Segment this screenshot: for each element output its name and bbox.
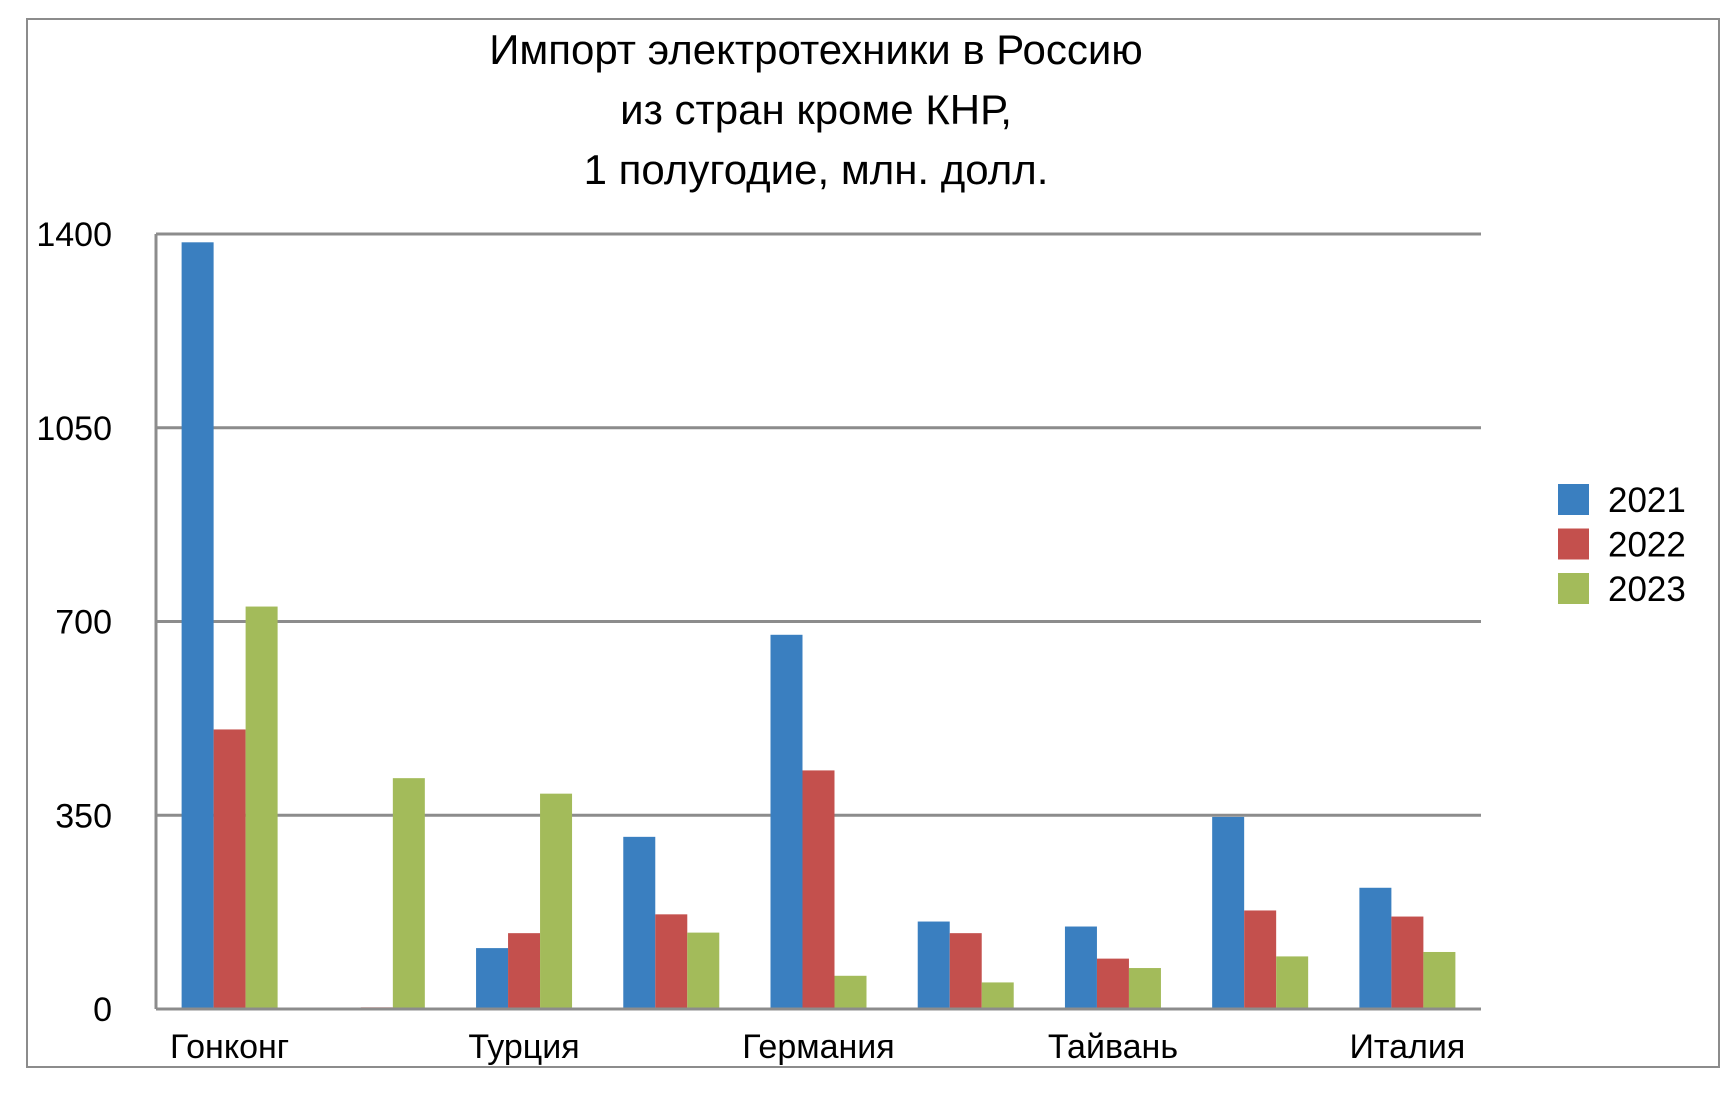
bar-2022 [508,933,541,1009]
bar-2021 [476,948,509,1009]
chart-title-line-1: Импорт электротехники в Россию [489,26,1143,73]
x-tick-label: Турция [468,1028,579,1066]
x-tick-label: Италия [1349,1028,1465,1066]
x-tick-label: Германия [742,1028,894,1066]
bar-2021 [181,242,214,1009]
legend-label: 2023 [1608,570,1686,609]
bar-2023 [245,606,278,1009]
bar-2021 [1064,926,1097,1009]
bar-2023 [834,975,867,1009]
bar-2022 [213,729,246,1009]
y-tick-label: 700 [55,604,112,642]
bar-2023 [392,778,425,1009]
x-tick-label: Тайвань [1048,1028,1178,1066]
legend-label: 2021 [1608,481,1686,520]
y-tick-label: 1400 [36,216,112,254]
y-tick-label: 0 [93,991,112,1029]
bar-2023 [1423,951,1456,1009]
x-tick-label: Гонконг [170,1028,289,1066]
bar-2022 [1391,916,1424,1009]
chart-title-line-3: 1 полугодие, млн. долл. [583,146,1049,193]
y-tick-label: 350 [55,797,112,835]
bar-2021 [917,921,950,1009]
legend-swatch-2022 [1558,528,1589,560]
bar-2021 [1359,887,1392,1009]
y-tick-label: 1050 [36,410,112,448]
bar-2021 [623,836,656,1009]
bar-2021 [1212,816,1245,1009]
chart-title-line-2: из стран кроме КНР, [620,86,1012,133]
bar-2023 [540,793,573,1009]
bar-2022 [1096,958,1129,1009]
bar-2022 [1244,910,1277,1009]
legend-label: 2022 [1608,526,1686,565]
bar-2023 [1276,956,1309,1009]
legend-swatch-2021 [1558,484,1589,515]
bar-2022 [802,770,835,1009]
bar-2022 [949,933,982,1009]
bar-2023 [1128,968,1161,1009]
bar-2023 [687,932,720,1009]
bar-2021 [770,634,803,1009]
bar-2023 [981,982,1014,1009]
chart-frame [26,18,1720,1068]
legend-swatch-2023 [1558,573,1589,604]
bar-2022 [655,914,688,1009]
